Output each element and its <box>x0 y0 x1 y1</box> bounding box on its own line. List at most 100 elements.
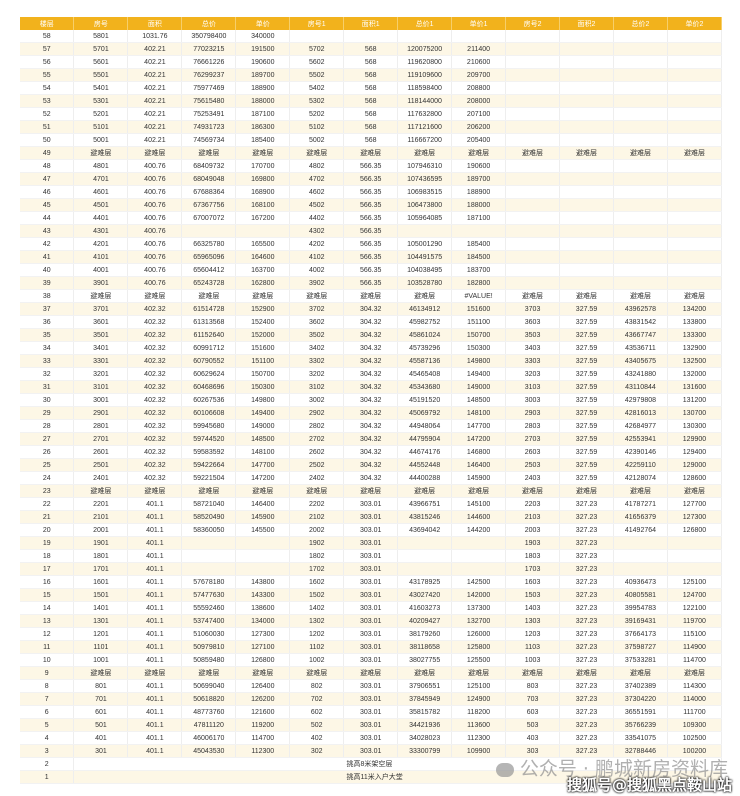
table-row: 29 2901 402.32 60106608 149400 2902 304.32 4506… <box>20 406 723 420</box>
table-cell: 40936473 <box>613 575 668 589</box>
table-cell: 20 <box>20 523 75 537</box>
table-row: 52 5201 402.21 75253491 187100 5202 568 1176328… <box>20 107 723 121</box>
table-row: 42 4201 400.76 66325780 165500 4202 566.35 1050… <box>20 237 723 251</box>
table-cell: 145900 <box>451 471 507 485</box>
table-cell: 2103 <box>505 510 561 524</box>
table-row: 58 5801 1031.76 350798400 340000 <box>20 30 723 43</box>
table-cell: 46 <box>20 185 75 199</box>
table-cell: 45 <box>20 198 75 212</box>
table-cell: 327.23 <box>559 640 614 654</box>
table-cell: 4402 <box>289 211 345 225</box>
table-cell <box>613 198 668 212</box>
table-cell: 3501 <box>73 328 129 342</box>
table-cell: 149400 <box>235 406 291 420</box>
table-row: 1 挑高11米入户大堂 <box>20 770 722 784</box>
table-cell: 避难层 <box>127 289 183 303</box>
table-cell: 43536711 <box>613 341 668 355</box>
table-cell <box>613 250 668 264</box>
table-row: 22 2201 401.1 58721040 146400 2202 303.01 43966… <box>20 497 723 511</box>
table-cell: 568 <box>343 55 399 69</box>
table-cell: 53747400 <box>181 614 237 628</box>
table-cell <box>505 250 561 264</box>
table-cell: 401.1 <box>127 679 183 693</box>
table-cell <box>397 224 453 238</box>
table-cell: 1401 <box>73 601 129 615</box>
table-cell: 327.59 <box>559 458 614 472</box>
table-cell: 205400 <box>451 133 507 147</box>
table-cell: 1031.76 <box>127 30 183 43</box>
table-row: 53 5301 402.21 75615480 188000 5302 568 1181440… <box>20 94 723 108</box>
table-cell: 35 <box>20 328 75 342</box>
price-table: 楼层 房号 面积 总价 单价 房号1 面积1 总价1 单价1 房号2 面积2 总价2 单价2 58 580… <box>20 17 723 784</box>
table-cell: 401.1 <box>127 731 183 745</box>
table-cell: 5201 <box>73 107 129 121</box>
table-cell: 566.35 <box>343 263 399 277</box>
table-cell <box>613 263 668 277</box>
table-cell: 1703 <box>505 562 561 576</box>
table-cell: 116667200 <box>397 133 453 147</box>
table-cell: 65243728 <box>181 276 237 290</box>
table-cell: 避难层 <box>289 289 345 303</box>
table-cell: 3402 <box>289 341 345 355</box>
table-cell: 402 <box>289 731 345 745</box>
table-cell: 避难层 <box>397 289 453 303</box>
table-cell <box>667 81 723 95</box>
table-cell: 304.32 <box>343 302 399 316</box>
table-cell: 568 <box>343 133 399 147</box>
table-cell: 7 <box>20 692 75 706</box>
table-cell: 2902 <box>289 406 345 420</box>
table-cell: 4501 <box>73 198 129 212</box>
column-header: 单价2 <box>667 17 723 30</box>
table-cell: 304.32 <box>343 471 399 485</box>
table-cell <box>667 198 723 212</box>
table-cell: 避难层 <box>289 666 345 680</box>
table-cell: 25 <box>20 458 75 472</box>
table-cell <box>613 120 668 134</box>
table-cell: 400.76 <box>127 172 183 186</box>
table-cell: 60629624 <box>181 367 237 381</box>
table-cell: 31 <box>20 380 75 394</box>
table-cell: 38 <box>20 289 75 303</box>
table-cell: 106983515 <box>397 185 453 199</box>
table-cell: 37 <box>20 302 75 316</box>
table-cell: 501 <box>73 718 129 732</box>
table-cell: 209700 <box>451 68 507 82</box>
table-cell <box>505 42 561 56</box>
table-row: 24 2401 402.32 59221504 147200 2402 304.32 4440… <box>20 471 723 485</box>
table-cell: 1201 <box>73 627 129 641</box>
table-cell: 119700 <box>667 614 723 628</box>
table-row: 41 4101 400.76 65965096 164600 4102 566.35 1044… <box>20 250 723 264</box>
table-cell: 38179260 <box>397 627 453 641</box>
table-cell: 402.21 <box>127 68 183 82</box>
table-row: 16 1601 401.1 57678180 143800 1602 303.01 43178… <box>20 575 723 589</box>
table-cell <box>667 276 723 290</box>
table-cell: 50 <box>20 133 75 147</box>
table-cell <box>613 211 668 225</box>
table-row: 40 4001 400.76 65604412 163700 4002 566.35 1040… <box>20 263 723 277</box>
table-cell <box>667 159 723 173</box>
table-cell: 33 <box>20 354 75 368</box>
table-cell <box>451 536 507 550</box>
table-cell: 402.32 <box>127 367 183 381</box>
table-cell: 5301 <box>73 94 129 108</box>
table-row: 45 4501 400.76 67367756 168100 4502 566.35 1064… <box>20 198 723 212</box>
table-cell: 107946310 <box>397 159 453 173</box>
table-cell: 45739296 <box>397 341 453 355</box>
table-cell: 43027420 <box>397 588 453 602</box>
table-cell: 118200 <box>451 705 507 719</box>
table-cell: 304.32 <box>343 367 399 381</box>
table-cell: 152000 <box>235 328 291 342</box>
floor-cell: 2 <box>20 757 75 771</box>
table-cell: 327.59 <box>559 406 614 420</box>
table-cell <box>559 68 614 82</box>
table-cell: 129400 <box>667 445 723 459</box>
table-cell <box>613 81 668 95</box>
table-cell: 12 <box>20 627 75 641</box>
table-cell: 304.32 <box>343 354 399 368</box>
table-cell: 3002 <box>289 393 345 407</box>
table-cell: 50618820 <box>181 692 237 706</box>
table-cell: 39 <box>20 276 75 290</box>
table-cell: 77023215 <box>181 42 237 56</box>
table-cell: 61514728 <box>181 302 237 316</box>
table-cell <box>559 81 614 95</box>
